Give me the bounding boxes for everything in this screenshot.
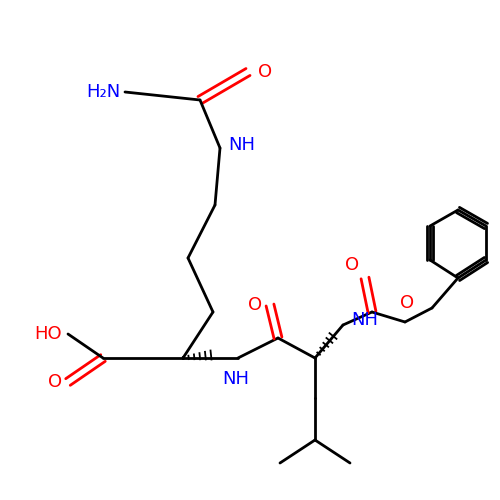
Text: NH: NH [222, 370, 250, 388]
Text: O: O [48, 373, 62, 391]
Text: O: O [345, 256, 359, 274]
Text: H₂N: H₂N [87, 83, 121, 101]
Text: O: O [258, 63, 272, 81]
Text: NH: NH [228, 136, 255, 154]
Text: HO: HO [34, 325, 62, 343]
Text: O: O [400, 294, 414, 312]
Text: NH: NH [351, 311, 378, 329]
Text: O: O [248, 296, 262, 314]
